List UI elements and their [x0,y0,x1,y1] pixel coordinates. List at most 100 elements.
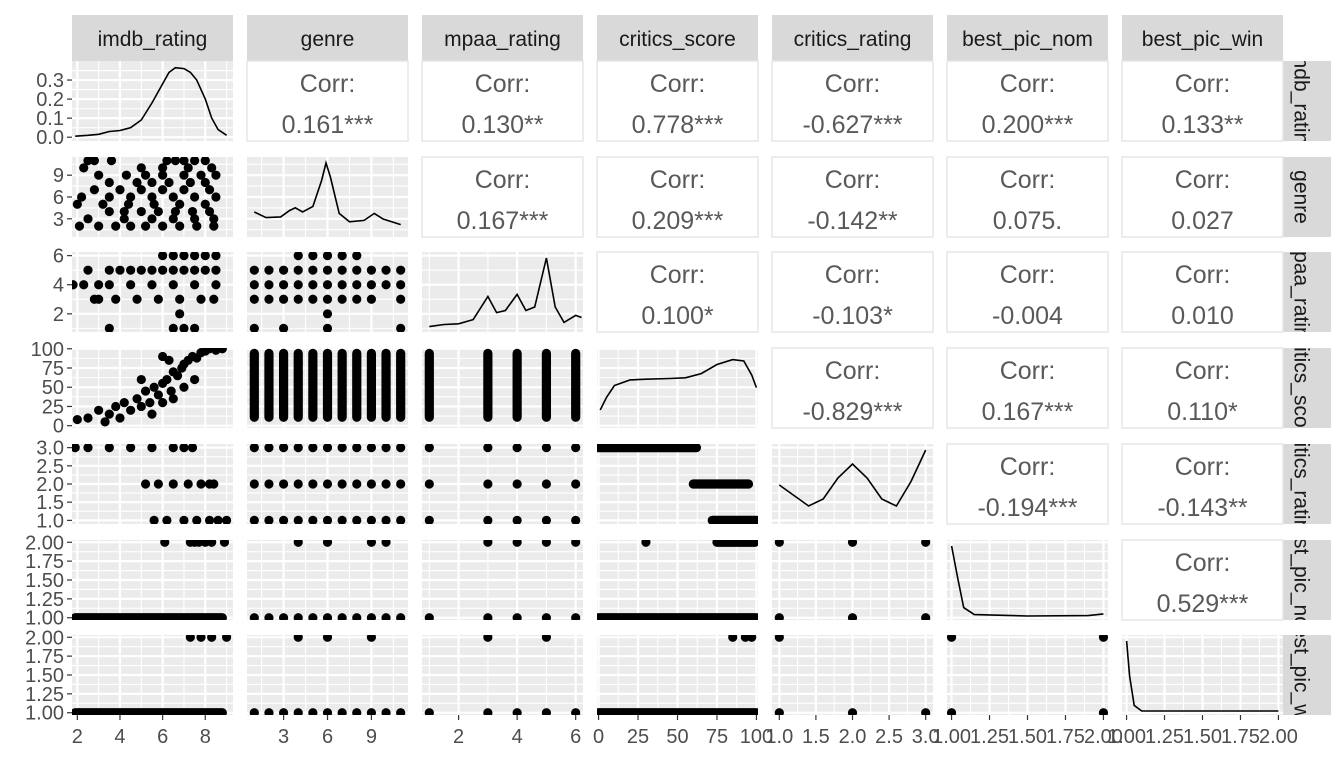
row-strip [1283,61,1331,141]
data-point [89,185,99,195]
y-tick-label: 6 [53,246,64,268]
data-point [136,374,146,385]
data-point [571,540,581,547]
data-point [207,163,217,173]
data-point-column [483,348,493,422]
x-tick-label: 3 [278,726,289,748]
data-point [396,708,406,715]
data-point [94,170,104,180]
data-point [847,540,858,547]
data-point [396,323,406,332]
data-point [483,540,493,547]
scatter-points [424,540,581,620]
x-tick-label: 1.00 [932,726,971,748]
corr-value: 0.100* [641,302,714,330]
data-point [366,444,377,453]
data-point [115,413,125,423]
data-point [147,177,157,188]
density-curve [1125,640,1279,712]
data-point [381,444,391,453]
data-point [168,280,178,290]
data-point [147,409,157,419]
density-curve [253,160,401,226]
data-point [190,157,200,166]
data-point-column [381,348,391,422]
data-point [1098,708,1108,715]
data-point [293,635,303,642]
data-point [160,540,170,547]
y-tick-label: 1.50 [25,665,64,687]
data-point [164,177,174,188]
correlation-panel [596,251,759,333]
data-point [396,444,406,453]
data-point [249,323,259,332]
data-point [153,390,163,400]
row-strip-label: imdb_rating [1289,46,1312,156]
data-point-column [541,348,552,422]
y-tick-label: 4 [53,275,64,297]
scatter-points [72,540,230,620]
data-point-column [308,348,318,422]
data-point [168,252,178,261]
density-curve [75,66,228,137]
data-point [352,265,362,275]
data-point [774,613,784,620]
column-strip-label: genre [301,28,355,51]
data-point [337,708,347,715]
data-point [136,265,146,275]
data-point [424,613,434,620]
data-point [774,635,784,642]
column-strip [597,15,758,61]
data-point [140,221,151,231]
data-point [147,444,157,453]
data-point [162,515,172,524]
data-point [100,417,110,427]
scatter-points [424,348,581,422]
data-point [396,280,406,290]
data-point [352,280,362,290]
data-point [322,708,333,715]
scatter-points [424,444,581,524]
data-point [94,405,104,415]
data-point [483,479,493,489]
y-tick-label: 0.1 [36,108,64,130]
data-point [278,479,289,489]
y-tick-label: 1.00 [25,703,64,725]
data-point-column [249,348,259,422]
row-strip-label: critics_score [1289,330,1312,447]
data-point [207,540,217,547]
data-point [921,540,931,547]
data-point [147,192,157,202]
data-point [149,199,159,209]
row-strip [1283,444,1331,524]
data-point [308,294,318,304]
data-point [147,214,157,224]
data-point [352,294,362,304]
data-point [168,394,178,404]
panel-background [72,252,233,332]
data-point [72,199,82,209]
correlation-panel [421,156,584,238]
data-point [424,444,434,453]
data-point [126,280,136,290]
corr-label: Corr: [1000,453,1056,481]
data-point [158,163,168,173]
data-point [293,540,303,547]
corr-label: Corr: [1175,166,1231,194]
data-point [183,479,193,489]
data-point [190,214,200,224]
data-point [396,515,406,524]
data-point [83,444,93,453]
y-tick-label: 0.0 [36,127,64,149]
data-point [396,265,406,275]
data-point-column [396,348,406,422]
data-point [308,265,318,275]
data-point [396,613,406,620]
y-tick-label: 50 [42,377,64,399]
correlation-panel [1121,60,1284,142]
data-point [132,177,142,188]
data-point [170,206,181,217]
data-point [396,294,406,304]
data-point [278,294,289,304]
y-tick-label: 25 [42,396,64,418]
